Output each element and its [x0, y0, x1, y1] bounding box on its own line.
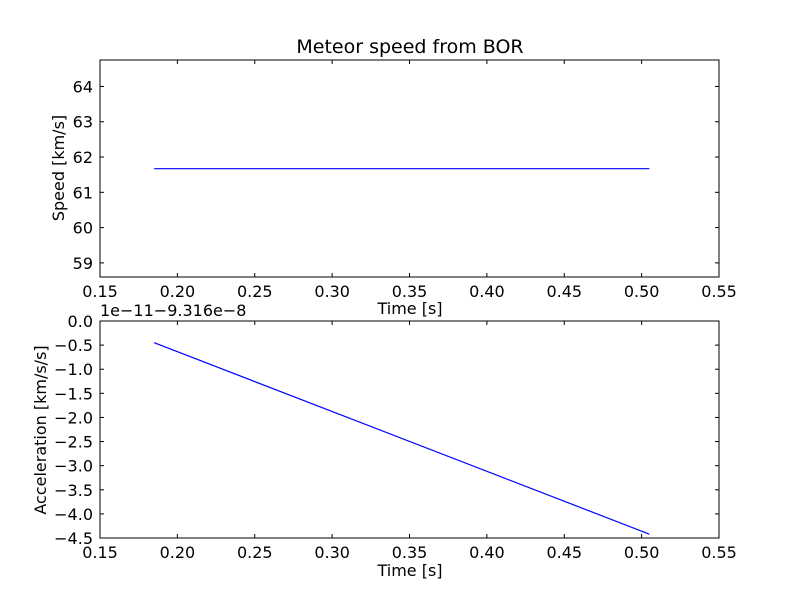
speed-x-axis-label: Time [s]: [376, 299, 442, 318]
acceleration-y-tick-label: 0.0: [68, 312, 93, 331]
acceleration-axes: 0.15 0.20 0.25 0.30 0.35 0.40 0.45 0.50 0.55 0.0 −…: [31, 301, 737, 580]
acceleration-offset-text: 1e−11−9.316e−8: [100, 301, 246, 320]
speed-x-tick-label: 0.50: [624, 282, 660, 301]
speed-x-tick-label: 0.20: [160, 282, 196, 301]
acceleration-x-tick-label: 0.45: [546, 543, 582, 562]
speed-x-tick-label: 0.45: [546, 282, 582, 301]
speed-x-tick-label: 0.35: [392, 282, 428, 301]
acceleration-x-axis-label: Time [s]: [376, 561, 442, 580]
acceleration-x-tick-label: 0.55: [701, 543, 737, 562]
speed-x-tick-label: 0.55: [701, 282, 737, 301]
speed-y-tick-label: 59: [73, 254, 93, 273]
acceleration-plot-area: [153, 342, 650, 535]
speed-y-tick-label: 60: [73, 219, 93, 238]
speed-axes: Meteor speed from BOR 0.15 0.20 0.25 0.30 0.…: [49, 36, 737, 318]
speed-x-tick-label: 0.30: [314, 282, 350, 301]
acceleration-x-tick-label: 0.25: [237, 543, 273, 562]
acceleration-y-tick-label: −3.0: [54, 457, 93, 476]
acceleration-x-tick-label: 0.30: [314, 543, 350, 562]
acceleration-y-tick-label: −4.0: [54, 505, 93, 524]
acceleration-x-tick-label: 0.15: [82, 543, 118, 562]
acceleration-series-line: [153, 342, 650, 535]
acceleration-x-tick-label: 0.40: [469, 543, 505, 562]
acceleration-x-tick-label: 0.50: [624, 543, 660, 562]
acceleration-y-tick-label: −2.5: [54, 433, 93, 452]
acceleration-x-tick-label: 0.35: [392, 543, 428, 562]
speed-y-tick-label: 63: [73, 113, 93, 132]
acceleration-ticks: 0.15 0.20 0.25 0.30 0.35 0.40 0.45 0.50 0.55 0.0 −…: [54, 312, 737, 562]
speed-x-tick-label: 0.25: [237, 282, 273, 301]
speed-y-axis-label: Speed [km/s]: [49, 115, 68, 221]
speed-y-tick-label: 61: [73, 183, 93, 202]
speed-ticks: 0.15 0.20 0.25 0.30 0.35 0.40 0.45 0.50 0.55 59 60…: [73, 60, 737, 301]
acceleration-x-tick-label: 0.20: [160, 543, 196, 562]
acceleration-y-tick-label: −3.5: [54, 481, 93, 500]
chart-title: Meteor speed from BOR: [296, 36, 523, 58]
acceleration-y-tick-label: −0.5: [54, 336, 93, 355]
speed-y-tick-label: 64: [73, 77, 93, 96]
speed-x-tick-label: 0.15: [82, 282, 118, 301]
speed-y-tick-label: 62: [73, 148, 93, 167]
acceleration-y-tick-label: −2.0: [54, 408, 93, 427]
acceleration-y-tick-label: −4.5: [54, 529, 93, 548]
acceleration-y-tick-label: −1.0: [54, 360, 93, 379]
speed-x-tick-label: 0.40: [469, 282, 505, 301]
acceleration-y-tick-label: −1.5: [54, 384, 93, 403]
acceleration-axes-frame: [99, 320, 720, 539]
acceleration-y-axis-label: Acceleration [km/s/s]: [31, 345, 50, 514]
